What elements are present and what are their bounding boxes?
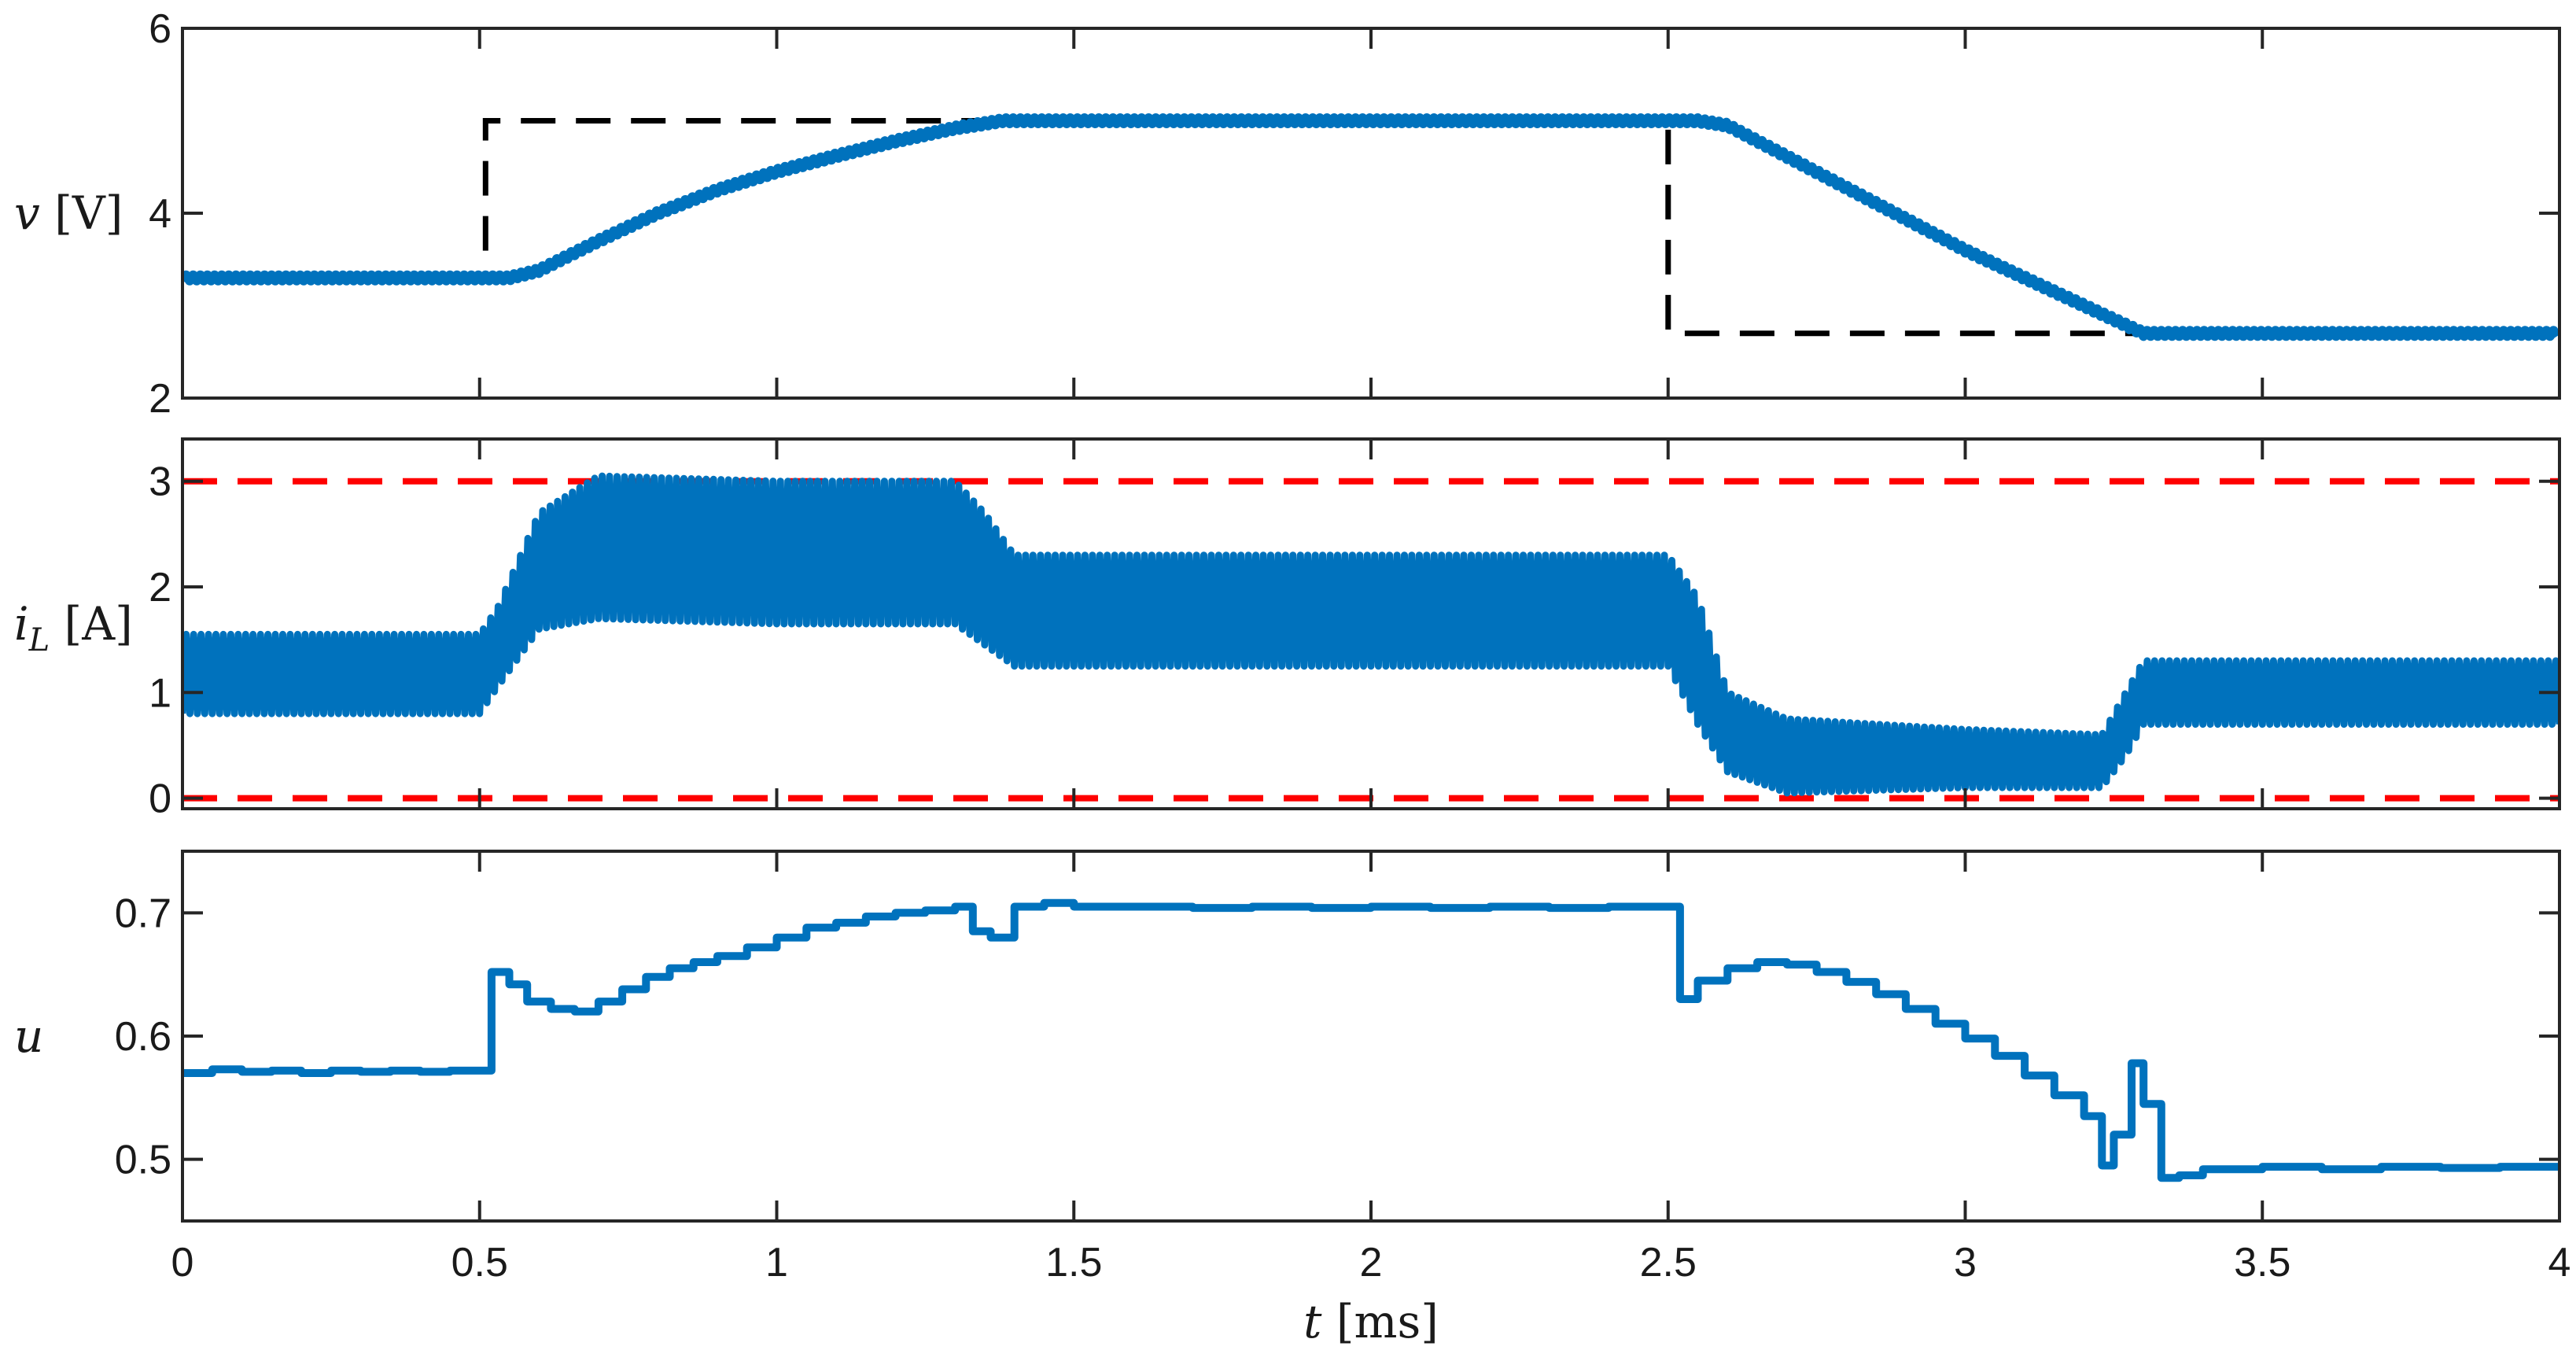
y-axis-label: iL [A] [14, 597, 133, 658]
y-axis-label: v [V] [14, 186, 123, 240]
x-tick-label: 0.5 [451, 1240, 508, 1285]
y-axis-label: u [14, 1009, 43, 1063]
plot-area [182, 898, 2559, 1182]
panel-1: 2 4 6 v [V] [14, 6, 2561, 422]
y-tick-label: 0.7 [115, 891, 171, 936]
y-tick-label: 0 [149, 776, 171, 822]
axes-frame [181, 27, 2561, 400]
y-tick-label: 6 [149, 6, 171, 52]
series-2-3-ripple-envelope [182, 472, 2559, 797]
y-tick-label: 0.6 [115, 1014, 171, 1060]
series-1-1-reference [182, 118, 2559, 337]
x-tick-label: 4 [2548, 1240, 2571, 1285]
y-tick-label: 0.5 [115, 1138, 171, 1183]
x-tick-label: 3.5 [2234, 1240, 2290, 1285]
plot-area [182, 472, 2559, 802]
x-tick-label: 1 [765, 1240, 788, 1285]
series-1-2-response [182, 113, 2559, 341]
series-3-1-control [182, 898, 2559, 1182]
y-tick-label: 3 [149, 459, 171, 505]
panel-3: 0 0.5 1 1.5 2 2.5 3 3.5 4 0.5 0.6 0.7 u t [ms] [14, 850, 2571, 1348]
plot-area [182, 113, 2559, 341]
y-tick-label: 1 [149, 670, 171, 716]
x-tick-label: 1.5 [1045, 1240, 1102, 1285]
panel-2: 0 1 2 3 iL [A] [14, 437, 2561, 822]
y-tick-label: 2 [149, 376, 171, 422]
y-tick-label: 2 [149, 565, 171, 610]
x-axis-label: t [ms] [1303, 1295, 1439, 1348]
x-tick-label: 0 [171, 1240, 194, 1285]
x-tick-label: 3 [1954, 1240, 1977, 1285]
x-tick-label: 2 [1360, 1240, 1383, 1285]
x-tick-label: 2.5 [1640, 1240, 1697, 1285]
y-tick-label: 4 [149, 191, 171, 237]
